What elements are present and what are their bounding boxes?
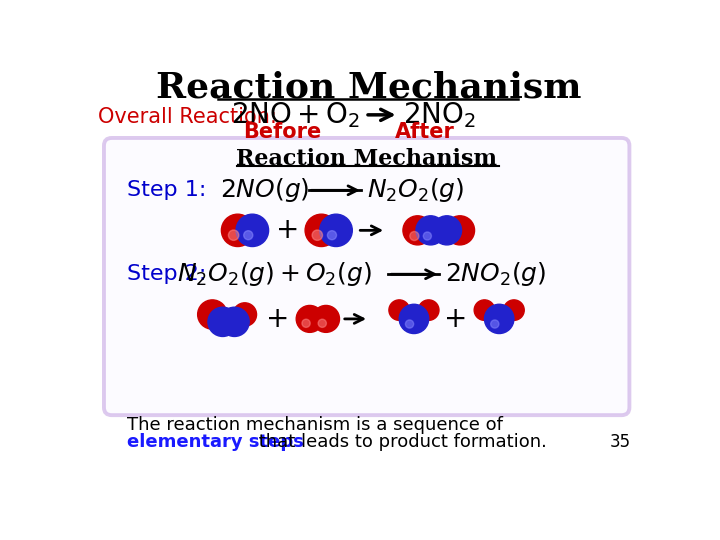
Circle shape <box>320 214 352 247</box>
Circle shape <box>305 214 338 247</box>
Circle shape <box>312 230 323 240</box>
Text: +: + <box>276 217 300 244</box>
Circle shape <box>410 232 419 240</box>
Text: $\mathrm{2NO + O_2}$: $\mathrm{2NO + O_2}$ <box>231 100 360 130</box>
Circle shape <box>474 300 495 320</box>
Circle shape <box>432 216 462 245</box>
Circle shape <box>233 303 256 326</box>
Text: $\mathrm{2NO_2}$: $\mathrm{2NO_2}$ <box>403 100 476 130</box>
FancyBboxPatch shape <box>104 138 629 415</box>
Circle shape <box>296 306 323 332</box>
Circle shape <box>418 300 439 320</box>
Text: Step 2:: Step 2: <box>127 264 207 284</box>
Circle shape <box>328 231 336 240</box>
Text: After: After <box>395 122 455 142</box>
Circle shape <box>403 216 432 245</box>
Circle shape <box>208 307 238 336</box>
Circle shape <box>503 300 524 320</box>
Text: Reaction Mechanism: Reaction Mechanism <box>156 71 582 105</box>
Circle shape <box>243 231 253 240</box>
Circle shape <box>302 319 310 327</box>
Circle shape <box>198 300 227 329</box>
Text: Step 1:: Step 1: <box>127 180 207 200</box>
Circle shape <box>423 232 431 240</box>
Circle shape <box>389 300 410 320</box>
Circle shape <box>416 216 445 245</box>
Text: The reaction mechanism is a sequence of: The reaction mechanism is a sequence of <box>127 416 503 434</box>
Text: that leads to product formation.: that leads to product formation. <box>253 433 546 451</box>
Circle shape <box>318 319 326 327</box>
Text: $2NO_2(g)$: $2NO_2(g)$ <box>445 260 546 288</box>
Text: +: + <box>266 305 289 333</box>
Text: Before: Before <box>243 122 321 142</box>
Circle shape <box>490 320 499 328</box>
Circle shape <box>228 230 239 240</box>
Text: Reaction Mechanism: Reaction Mechanism <box>236 148 498 170</box>
Text: Overall Reaction:: Overall Reaction: <box>98 107 276 127</box>
Text: 35: 35 <box>610 433 631 451</box>
Circle shape <box>222 214 254 247</box>
Circle shape <box>220 307 249 336</box>
Text: $2NO(g)$: $2NO(g)$ <box>220 176 310 204</box>
Circle shape <box>312 306 340 332</box>
Circle shape <box>445 216 474 245</box>
Circle shape <box>236 214 269 247</box>
Text: $N_2O_2(g)$: $N_2O_2(g)$ <box>367 176 464 204</box>
Text: $N_2O_2(g) + O_2(g)$: $N_2O_2(g) + O_2(g)$ <box>177 260 372 288</box>
Text: elementary steps: elementary steps <box>127 433 304 451</box>
Text: +: + <box>444 305 467 333</box>
Circle shape <box>399 304 428 334</box>
Circle shape <box>405 320 414 328</box>
Circle shape <box>485 304 514 334</box>
